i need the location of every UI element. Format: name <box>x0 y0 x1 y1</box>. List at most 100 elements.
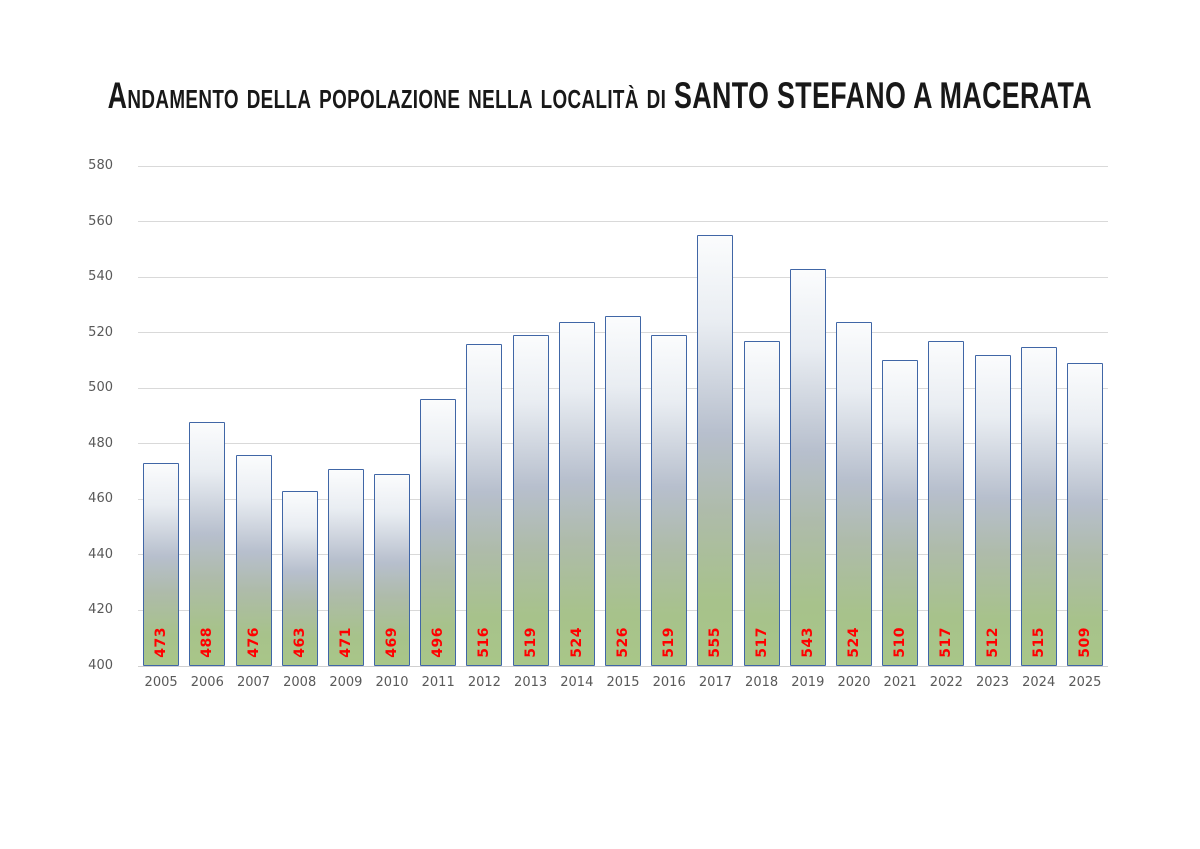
bar-2006: 488 <box>189 421 226 666</box>
bar-value-2023: 512 <box>984 627 1001 658</box>
y-axis-tick-580: 580 <box>88 158 113 173</box>
bar-value-wrap-2007: 476 <box>237 627 271 658</box>
bar-value-2011: 496 <box>430 627 447 658</box>
bar-value-2013: 519 <box>522 627 539 658</box>
bar-2016: 519 <box>651 335 688 666</box>
bar-value-wrap-2014: 524 <box>560 627 594 658</box>
chart-title: Andamento della popolazione nella locali… <box>0 74 1200 118</box>
bar-value-2020: 524 <box>846 627 862 658</box>
bar-value-2007: 476 <box>245 627 262 658</box>
bar-2012: 516 <box>466 343 503 666</box>
x-axis-tick-2007: 2007 <box>236 675 271 690</box>
x-axis-tick-2011: 2011 <box>421 675 455 690</box>
bar-value-wrap-2015: 526 <box>606 627 640 658</box>
bar-value-2010: 469 <box>384 627 400 658</box>
gridline-560 <box>138 221 1108 223</box>
x-axis-tick-2020: 2020 <box>837 675 871 690</box>
y-axis-tick-540: 540 <box>88 269 113 285</box>
bar-value-2017: 555 <box>707 627 724 658</box>
x-axis-tick-2008: 2008 <box>283 675 317 690</box>
bar-value-2021: 510 <box>892 627 909 658</box>
bar-2015: 526 <box>605 316 641 666</box>
bar-value-2008: 463 <box>291 627 308 658</box>
y-axis-tick-460: 460 <box>88 491 113 507</box>
chart-title-text: Andamento della popolazione nella locali… <box>107 75 1093 116</box>
x-axis-tick-2010: 2010 <box>375 675 409 690</box>
bar-value-2006: 488 <box>199 627 216 658</box>
bar-value-wrap-2006: 488 <box>190 627 224 658</box>
gridline-400 <box>138 665 1108 667</box>
bar-value-2022: 517 <box>938 627 955 658</box>
y-axis-tick-560: 560 <box>88 213 113 229</box>
x-axis-tick-2022: 2022 <box>929 675 963 690</box>
x-axis-tick-2019: 2019 <box>791 675 825 690</box>
x-axis-tick-2012: 2012 <box>467 675 501 690</box>
bar-2018: 517 <box>743 341 780 666</box>
gridline-580 <box>138 165 1108 167</box>
y-axis-tick-420: 420 <box>88 602 113 618</box>
bar-value-2009: 471 <box>337 627 354 658</box>
bar-2005: 473 <box>143 463 180 666</box>
x-axis-tick-2006: 2006 <box>190 675 224 690</box>
bar-value-wrap-2005: 473 <box>144 627 178 658</box>
bar-2021: 510 <box>882 360 919 666</box>
bar-value-wrap-2016: 519 <box>652 627 686 658</box>
x-axis-tick-2013: 2013 <box>514 675 548 690</box>
x-axis-tick-2021: 2021 <box>883 675 917 690</box>
x-axis-tick-2023: 2023 <box>975 675 1010 690</box>
bar-value-wrap-2024: 515 <box>1022 627 1056 658</box>
x-axis-tick-2016: 2016 <box>652 675 686 690</box>
bar-value-wrap-2009: 471 <box>329 627 363 658</box>
bar-value-wrap-2019: 543 <box>791 627 825 658</box>
x-axis-tick-2017: 2017 <box>698 675 732 690</box>
bar-value-2012: 516 <box>476 627 493 658</box>
bar-value-wrap-2018: 517 <box>745 627 779 658</box>
bar-value-2018: 517 <box>753 627 770 658</box>
bar-2010: 469 <box>374 474 410 666</box>
bar-2009: 471 <box>327 468 364 666</box>
bar-value-wrap-2017: 555 <box>698 627 732 658</box>
bar-value-wrap-2022: 517 <box>929 627 963 658</box>
y-axis-tick-500: 500 <box>88 380 113 396</box>
bar-2011: 496 <box>420 399 457 666</box>
y-axis-tick-440: 440 <box>88 546 113 562</box>
bar-2017: 555 <box>697 235 734 666</box>
bar-value-wrap-2012: 516 <box>467 627 501 658</box>
bar-value-2025: 509 <box>1076 627 1093 658</box>
x-axis-tick-2025: 2025 <box>1068 675 1102 690</box>
bar-2008: 463 <box>281 491 318 666</box>
bar-2024: 515 <box>1020 346 1057 666</box>
bar-value-wrap-2025: 509 <box>1068 627 1102 658</box>
bar-value-wrap-2013: 519 <box>514 627 548 658</box>
y-axis-tick-480: 480 <box>88 435 113 451</box>
bar-value-2024: 515 <box>1030 627 1047 658</box>
bar-2022: 517 <box>928 341 965 666</box>
bar-value-2016: 519 <box>661 627 678 658</box>
bar-value-wrap-2010: 469 <box>375 627 409 658</box>
plot-area: 473 488 476 463 471 469 496 516 519 524 526 519 555 5… <box>138 165 1108 667</box>
bar-value-wrap-2011: 496 <box>421 627 455 658</box>
bar-value-wrap-2023: 512 <box>976 627 1010 658</box>
bar-2023: 512 <box>974 354 1011 666</box>
y-axis-tick-520: 520 <box>88 324 113 340</box>
bar-value-2015: 526 <box>615 627 631 658</box>
bar-value-wrap-2020: 524 <box>837 627 871 658</box>
bar-2007: 476 <box>235 454 272 666</box>
bar-value-wrap-2008: 463 <box>283 627 317 658</box>
bar-value-wrap-2021: 510 <box>883 627 917 658</box>
bar-2025: 509 <box>1066 363 1103 666</box>
bar-2019: 543 <box>789 268 826 666</box>
bar-2020: 524 <box>836 321 872 666</box>
x-axis-tick-2015: 2015 <box>606 675 640 690</box>
x-axis-tick-2024: 2024 <box>1022 675 1056 690</box>
bar-2013: 519 <box>512 335 549 666</box>
bar-value-2019: 543 <box>799 627 816 658</box>
gridline-540 <box>138 276 1108 278</box>
bar-2014: 524 <box>558 321 595 666</box>
y-axis-tick-400: 400 <box>88 658 113 673</box>
x-axis-tick-2018: 2018 <box>745 675 779 690</box>
bar-value-2014: 524 <box>568 627 585 658</box>
bar-value-2005: 473 <box>153 627 170 658</box>
x-axis-tick-2005: 2005 <box>144 675 178 690</box>
